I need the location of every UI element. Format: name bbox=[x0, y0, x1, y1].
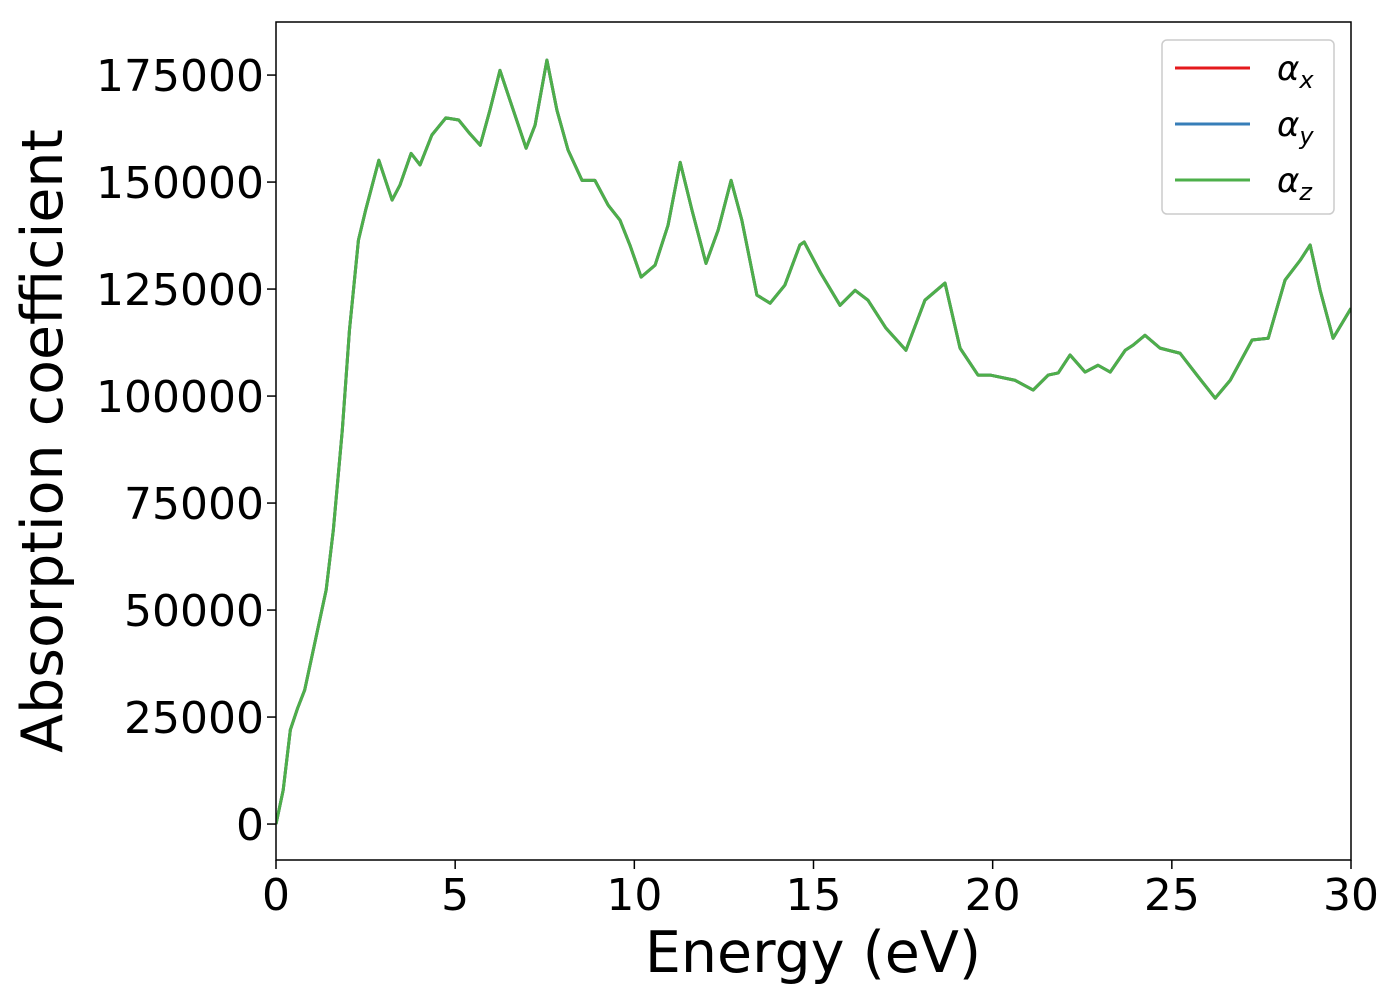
y-tick-label: 100000 bbox=[96, 372, 264, 423]
legend-box bbox=[1161, 39, 1335, 215]
y-tick-label: 150000 bbox=[96, 158, 264, 209]
x-axis-label: Energy (eV) bbox=[645, 920, 981, 986]
legend-label: αx bbox=[1277, 49, 1314, 94]
y-tick-label: 25000 bbox=[124, 693, 264, 744]
y-tick-label: 125000 bbox=[96, 265, 264, 316]
data-line bbox=[276, 58, 1351, 825]
y-tick-label: 0 bbox=[236, 800, 264, 851]
plot-frame bbox=[275, 21, 1352, 861]
legend-label: αy bbox=[1277, 105, 1314, 150]
legend-label: αz bbox=[1277, 161, 1313, 206]
y-axis-label: Absorption coefficient bbox=[10, 129, 76, 753]
legend: αx αy αz bbox=[1161, 39, 1335, 215]
y-tick-label: 50000 bbox=[124, 586, 264, 637]
x-tick-label: 10 bbox=[606, 870, 662, 921]
x-tick-label: 5 bbox=[441, 870, 469, 921]
x-tick-label: 25 bbox=[1144, 870, 1200, 921]
x-tick-label: 15 bbox=[786, 870, 842, 921]
y-tick-label: 175000 bbox=[96, 51, 264, 102]
y-tick-label: 75000 bbox=[124, 479, 264, 530]
plot-lines bbox=[276, 58, 1351, 825]
x-tick-label: 30 bbox=[1323, 870, 1379, 921]
x-tick-label: 0 bbox=[262, 870, 290, 921]
x-tick-label: 20 bbox=[965, 870, 1021, 921]
